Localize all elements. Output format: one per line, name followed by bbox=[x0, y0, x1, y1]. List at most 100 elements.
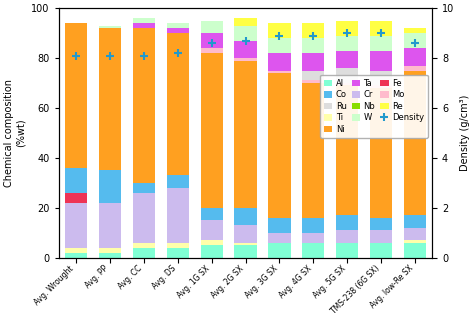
Bar bbox=[302, 23, 325, 38]
Bar bbox=[370, 88, 392, 218]
Bar bbox=[64, 193, 87, 203]
Y-axis label: Chemical composition
(%wt): Chemical composition (%wt) bbox=[4, 79, 26, 187]
Bar bbox=[337, 68, 358, 83]
Bar bbox=[404, 215, 426, 228]
Bar bbox=[370, 218, 392, 230]
Bar bbox=[370, 70, 392, 85]
Bar bbox=[133, 243, 155, 248]
Bar bbox=[268, 53, 291, 70]
Bar bbox=[235, 208, 256, 225]
Bar bbox=[99, 203, 121, 248]
Bar bbox=[64, 203, 87, 248]
Bar bbox=[370, 51, 392, 70]
Bar bbox=[302, 243, 325, 258]
Point bbox=[106, 53, 113, 58]
Bar bbox=[370, 230, 392, 243]
Bar bbox=[99, 28, 121, 170]
Bar bbox=[404, 228, 426, 240]
Bar bbox=[404, 66, 426, 70]
Bar bbox=[133, 18, 155, 23]
Bar bbox=[337, 51, 358, 68]
Bar bbox=[201, 48, 223, 53]
Bar bbox=[337, 20, 358, 36]
Bar bbox=[235, 58, 256, 60]
Point bbox=[140, 53, 147, 58]
Bar bbox=[64, 23, 87, 168]
Bar bbox=[268, 73, 291, 218]
Bar bbox=[337, 230, 358, 243]
Point bbox=[72, 53, 80, 58]
Bar bbox=[370, 85, 392, 88]
Bar bbox=[166, 33, 189, 175]
Bar bbox=[235, 243, 256, 245]
Bar bbox=[302, 218, 325, 233]
Bar bbox=[370, 36, 392, 51]
Bar bbox=[302, 83, 325, 218]
Point bbox=[242, 38, 249, 43]
Bar bbox=[302, 233, 325, 243]
Bar bbox=[337, 36, 358, 51]
Bar bbox=[268, 243, 291, 258]
Bar bbox=[201, 245, 223, 258]
Bar bbox=[133, 183, 155, 193]
Bar bbox=[201, 20, 223, 33]
Bar bbox=[404, 70, 426, 215]
Bar bbox=[404, 28, 426, 33]
Bar bbox=[235, 60, 256, 208]
Bar bbox=[404, 240, 426, 243]
Bar bbox=[201, 33, 223, 48]
Bar bbox=[201, 53, 223, 208]
Bar bbox=[404, 243, 426, 258]
Bar bbox=[235, 225, 256, 243]
Bar bbox=[302, 53, 325, 70]
Bar bbox=[337, 85, 358, 215]
Bar bbox=[166, 175, 189, 188]
Bar bbox=[302, 70, 325, 80]
Bar bbox=[268, 233, 291, 243]
Bar bbox=[166, 248, 189, 258]
Bar bbox=[64, 168, 87, 193]
Bar bbox=[337, 243, 358, 258]
Bar bbox=[235, 18, 256, 26]
Bar bbox=[133, 248, 155, 258]
Bar bbox=[235, 26, 256, 41]
Bar bbox=[99, 170, 121, 203]
Bar bbox=[235, 41, 256, 58]
Bar bbox=[337, 215, 358, 230]
Bar bbox=[99, 252, 121, 258]
Bar bbox=[99, 248, 121, 252]
Bar bbox=[370, 20, 392, 36]
Legend: Al, Co, Ru, Ti, Ni, Ta, Cr, Nb, W, Fe, Mo, Re, Density: Al, Co, Ru, Ti, Ni, Ta, Cr, Nb, W, Fe, M… bbox=[320, 75, 428, 138]
Point bbox=[276, 33, 283, 38]
Point bbox=[344, 30, 351, 36]
Point bbox=[411, 41, 419, 46]
Bar bbox=[166, 28, 189, 33]
Bar bbox=[201, 220, 223, 240]
Bar bbox=[404, 33, 426, 48]
Y-axis label: Density (g/cm³): Density (g/cm³) bbox=[460, 95, 470, 171]
Point bbox=[174, 51, 182, 56]
Bar bbox=[166, 188, 189, 243]
Point bbox=[310, 33, 317, 38]
Bar bbox=[370, 243, 392, 258]
Bar bbox=[337, 83, 358, 85]
Bar bbox=[268, 38, 291, 53]
Bar bbox=[133, 28, 155, 183]
Bar bbox=[64, 252, 87, 258]
Bar bbox=[166, 23, 189, 28]
Bar bbox=[201, 208, 223, 220]
Bar bbox=[268, 23, 291, 38]
Bar bbox=[99, 26, 121, 28]
Bar bbox=[133, 193, 155, 243]
Point bbox=[378, 30, 385, 36]
Bar bbox=[404, 48, 426, 66]
Bar bbox=[133, 23, 155, 28]
Bar bbox=[302, 38, 325, 53]
Bar bbox=[268, 218, 291, 233]
Bar bbox=[64, 248, 87, 252]
Bar bbox=[201, 240, 223, 245]
Bar bbox=[235, 245, 256, 258]
Bar bbox=[268, 70, 291, 73]
Point bbox=[208, 41, 215, 46]
Bar bbox=[166, 243, 189, 248]
